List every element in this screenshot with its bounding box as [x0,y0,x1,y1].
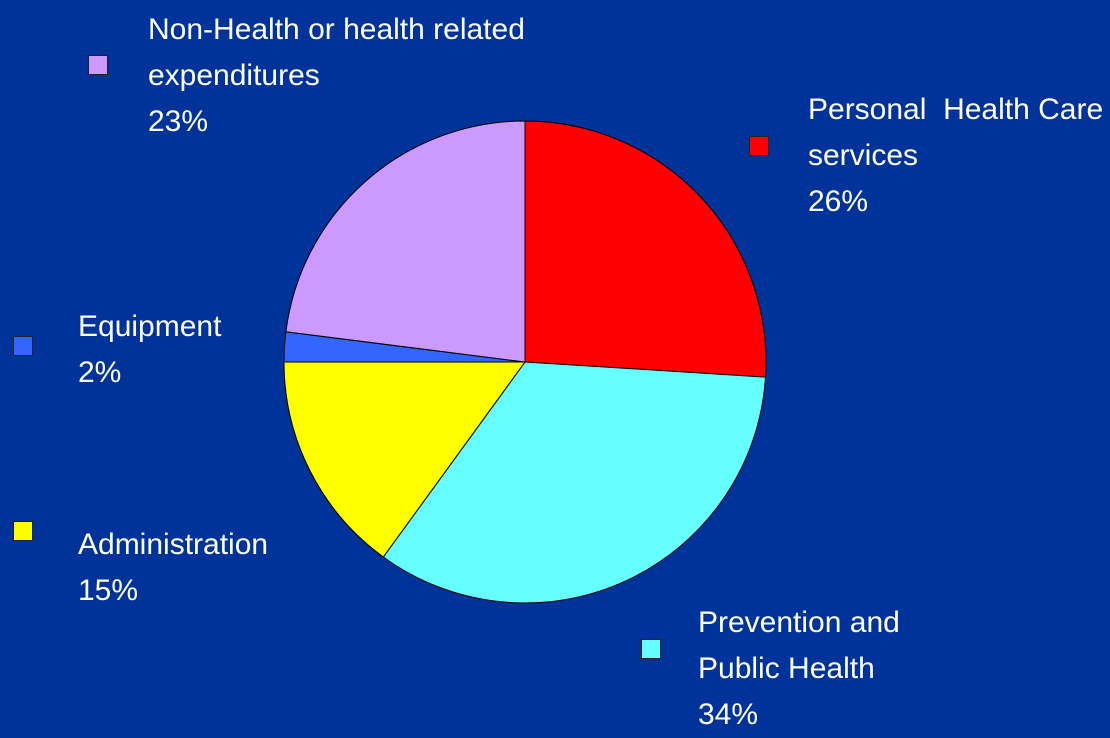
pie-slice [283,361,526,558]
pie-slice [524,120,767,378]
pie-slice [382,361,767,604]
category-label: Administration [78,528,269,561]
legend-swatch [749,136,769,156]
slice-label: Prevention and Public Health 34% [698,600,988,738]
slice-label: Equipment 2% [78,304,278,396]
legend-swatch [88,55,108,75]
value-label: 34% [698,698,759,731]
slice-label: Personal Health Care services 26% [808,87,1108,225]
category-label: Prevention and Public Health [698,606,909,685]
value-label: 26% [808,185,869,218]
category-label: Personal Health Care services [808,93,1104,172]
legend-swatch [13,521,33,541]
value-label: 2% [78,356,122,389]
slice-label: Administration 15% [78,522,338,614]
value-label: 23% [148,105,209,138]
slice-label: Non-Health or health related expenditure… [148,7,533,145]
legend-swatch [13,336,33,356]
legend-swatch [641,639,661,659]
category-label: Equipment [78,310,222,343]
value-label: 15% [78,574,139,607]
pie-slice [285,120,526,363]
category-label: Non-Health or health related expenditure… [148,13,534,92]
